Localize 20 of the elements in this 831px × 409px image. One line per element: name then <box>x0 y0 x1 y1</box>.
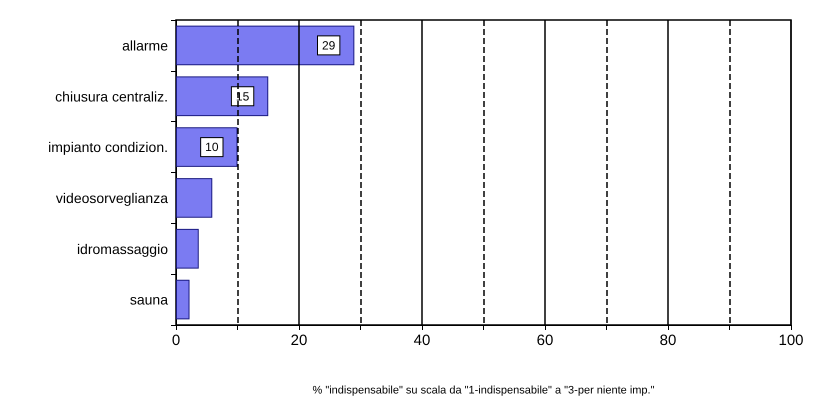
bar <box>176 228 199 269</box>
bar <box>176 26 354 66</box>
y-tick-label: impianto condizion. <box>48 139 168 156</box>
y-tick-label: idromassaggio <box>76 240 168 257</box>
y-tick-label: videosorveglianza <box>56 190 168 206</box>
data-label: 15 <box>236 89 250 104</box>
x-tick-label: 60 <box>536 332 554 349</box>
bar <box>176 178 212 218</box>
y-tick-label: chiusura centraliz. <box>55 88 168 104</box>
y-tick-label: allarme <box>122 37 168 54</box>
x-tick-label: 40 <box>414 332 430 349</box>
x-tick-label: 0 <box>172 332 180 349</box>
x-tick-label: 20 <box>290 332 308 349</box>
y-tick-label: sauna <box>130 292 168 308</box>
bar <box>176 280 190 320</box>
data-label: 29 <box>322 38 336 52</box>
x-tick-label: 100 <box>778 332 804 349</box>
data-label: 10 <box>205 140 219 154</box>
x-tick-label: 80 <box>660 332 676 349</box>
x-axis-title: % "indispensabile" su scala da "1-indispensabile" a "3-per niente imp." <box>312 384 655 396</box>
